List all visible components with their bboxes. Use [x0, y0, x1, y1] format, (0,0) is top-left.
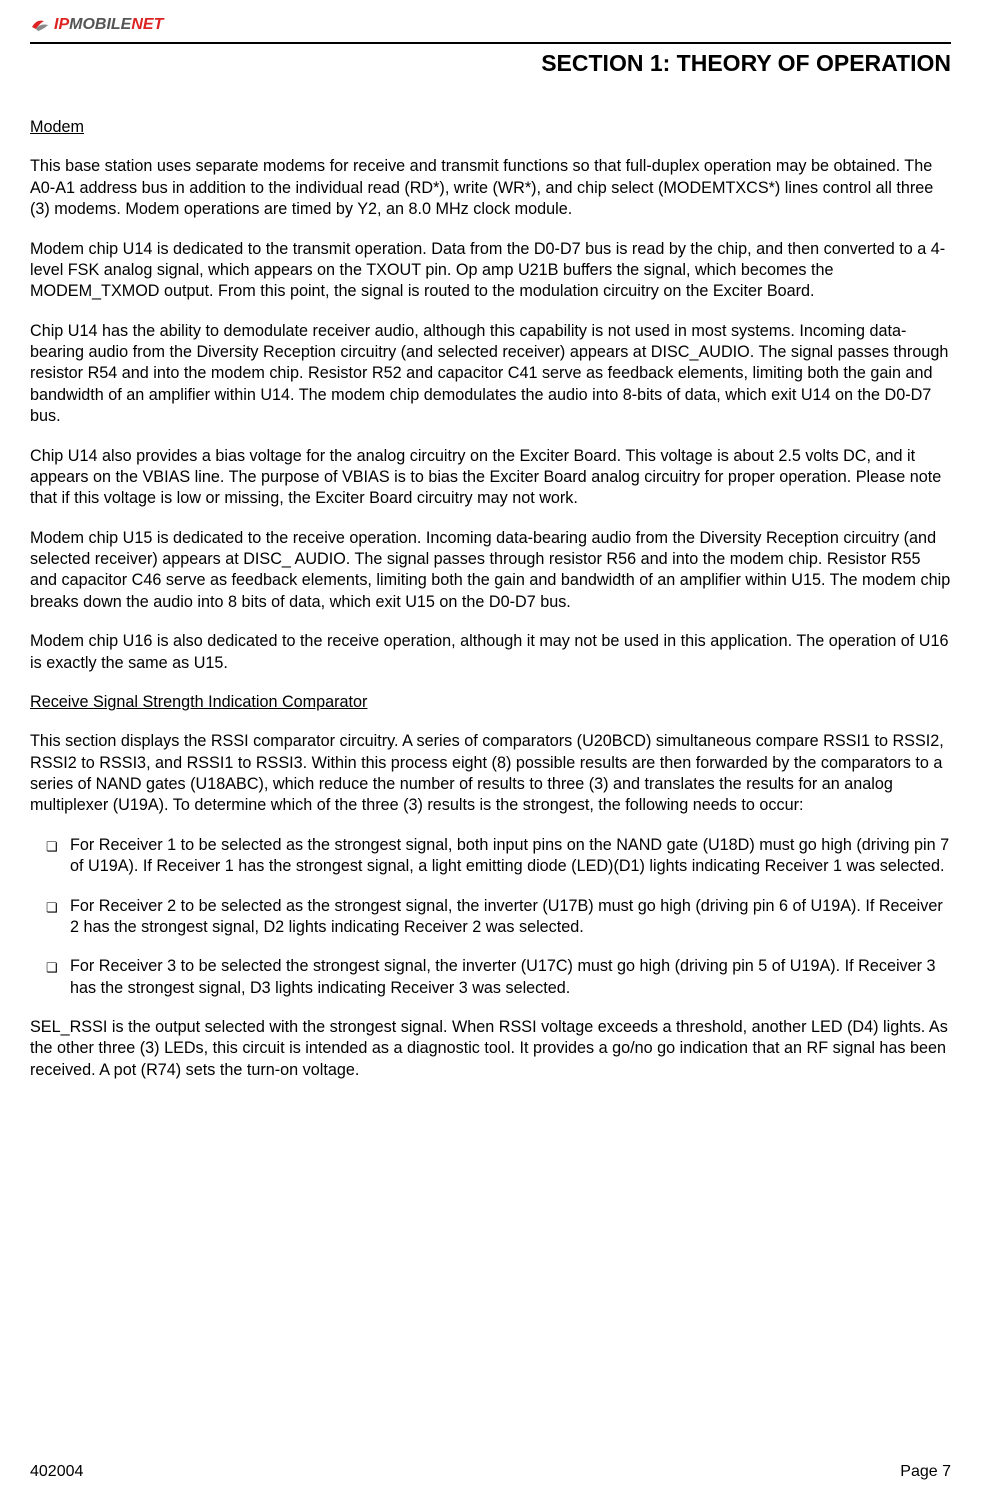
logo-text-mobile: MOBILE — [69, 16, 131, 33]
logo-text-net: NET — [131, 16, 163, 33]
list-item-text: For Receiver 3 to be selected the strong… — [70, 956, 951, 999]
paragraph: SEL_RSSI is the output selected with the… — [30, 1017, 951, 1081]
list-item: ❏ For Receiver 1 to be selected as the s… — [30, 835, 951, 878]
logo-text: IPMOBILENET — [54, 16, 163, 34]
list-item: ❏ For Receiver 2 to be selected as the s… — [30, 896, 951, 939]
paragraph: Chip U14 also provides a bias voltage fo… — [30, 446, 951, 510]
footer-page-number: Page 7 — [900, 1463, 951, 1481]
logo-text-ip: IP — [54, 16, 69, 33]
bullet-square-icon: ❏ — [30, 835, 70, 858]
section-title: SECTION 1: THEORY OF OPERATION — [30, 50, 951, 77]
list-item-text: For Receiver 2 to be selected as the str… — [70, 896, 951, 939]
paragraph: Modem chip U15 is dedicated to the recei… — [30, 528, 951, 614]
bullet-square-icon: ❏ — [30, 896, 70, 919]
page-header: IPMOBILENET — [30, 10, 951, 40]
subhead-rssi: Receive Signal Strength Indication Compa… — [30, 692, 951, 713]
paragraph: This base station uses separate modems f… — [30, 156, 951, 220]
paragraph: Chip U14 has the ability to demodulate r… — [30, 321, 951, 428]
paragraph: Modem chip U14 is dedicated to the trans… — [30, 239, 951, 303]
page-footer: 402004 Page 7 — [30, 1433, 951, 1481]
list-item-text: For Receiver 1 to be selected as the str… — [70, 835, 951, 878]
footer-doc-number: 402004 — [30, 1463, 83, 1481]
list-item: ❏ For Receiver 3 to be selected the stro… — [30, 956, 951, 999]
document-page: IPMOBILENET SECTION 1: THEORY OF OPERATI… — [0, 0, 981, 1501]
header-divider — [30, 42, 951, 44]
logo-swoosh-icon — [30, 15, 50, 35]
subhead-modem: Modem — [30, 117, 951, 138]
company-logo: IPMOBILENET — [30, 15, 163, 35]
paragraph: Modem chip U16 is also dedicated to the … — [30, 631, 951, 674]
body-content: Modem This base station uses separate mo… — [30, 117, 951, 1433]
paragraph: This section displays the RSSI comparato… — [30, 731, 951, 817]
bullet-square-icon: ❏ — [30, 956, 70, 979]
bullet-list: ❏ For Receiver 1 to be selected as the s… — [30, 835, 951, 999]
